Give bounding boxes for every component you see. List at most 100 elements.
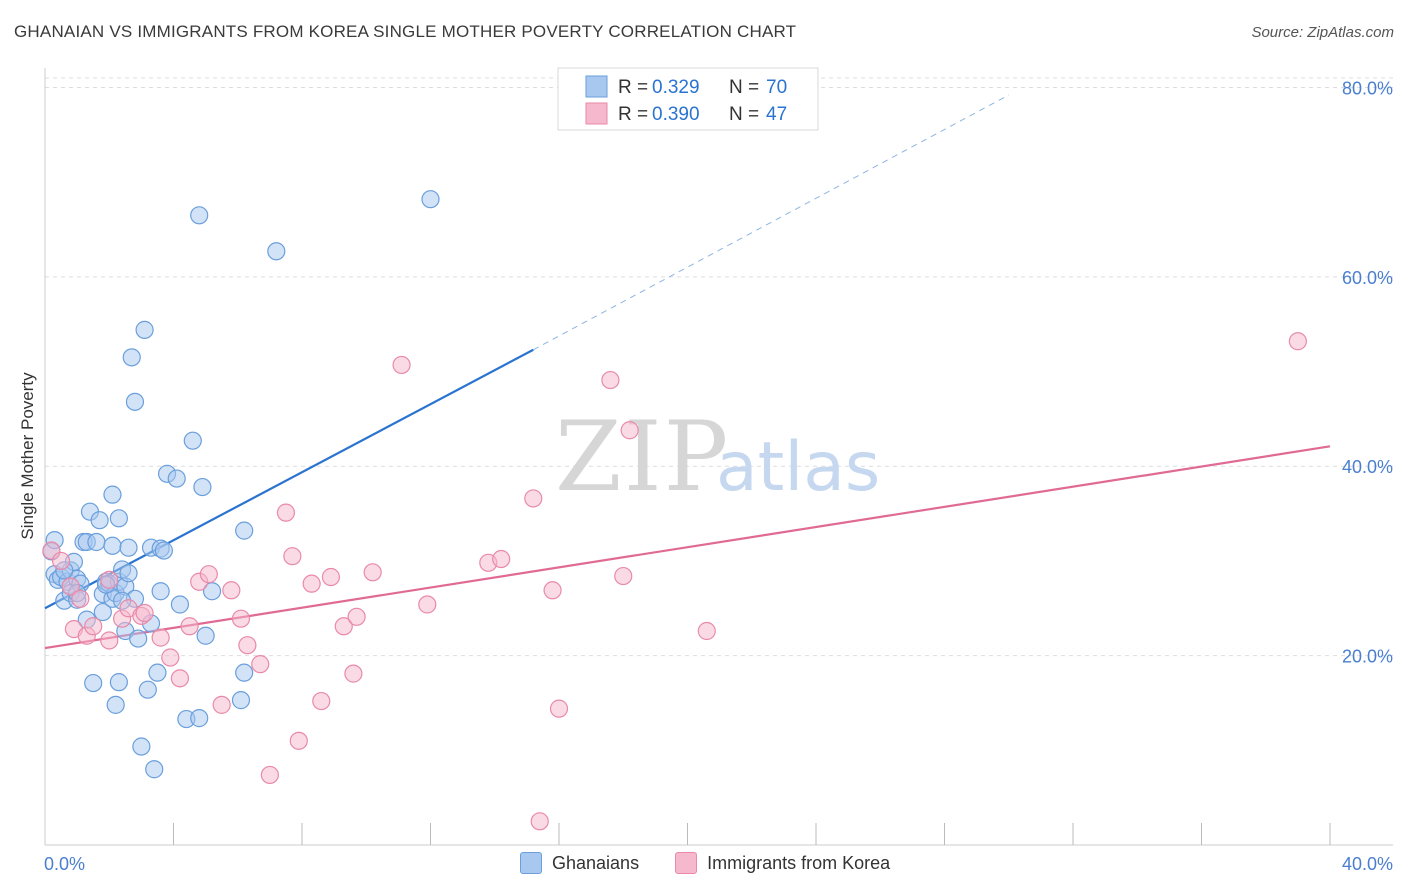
data-point-korea: [100, 570, 119, 589]
source-label: Source: ZipAtlas.com: [1251, 24, 1394, 41]
data-point-ghanaians: [87, 532, 106, 552]
trend-line-ghanaians-extrapolated: [533, 94, 1009, 351]
points-layer: [42, 190, 1307, 831]
x-tick-label-max: 40.0%: [1342, 854, 1393, 874]
watermark: ZIP atlas: [555, 401, 880, 513]
data-point-korea: [51, 551, 71, 571]
data-point-ghanaians: [267, 242, 286, 261]
data-point-ghanaians: [170, 595, 190, 614]
stats-r-value-blue: 0.329: [652, 77, 700, 98]
grid-layer: [45, 77, 1393, 657]
data-point-korea: [180, 617, 199, 636]
data-point-ghanaians: [202, 582, 222, 601]
data-point-korea: [100, 631, 119, 650]
stats-n-label-pink: N =: [729, 104, 759, 125]
data-point-ghanaians: [196, 626, 215, 645]
data-point-korea: [418, 595, 437, 614]
data-point-ghanaians: [109, 509, 128, 528]
stats-swatch-pink: [585, 102, 608, 125]
data-point-ghanaians: [129, 629, 148, 648]
data-point-korea: [276, 503, 296, 522]
legend-label-korea: Immigrants from Korea: [707, 852, 891, 873]
data-point-korea: [392, 355, 411, 375]
data-point-korea: [260, 765, 279, 785]
y-tick-label: 20.0%: [1342, 647, 1393, 667]
data-point-korea: [84, 617, 103, 636]
chart-title: GHANAIAN VS IMMIGRANTS FROM KOREA SINGLE…: [14, 22, 797, 41]
data-point-korea: [524, 489, 543, 508]
data-point-korea: [222, 581, 241, 600]
legend-swatch-blue: [520, 852, 542, 874]
axis-layer: 20.0% 40.0% 60.0% 80.0%: [44, 68, 1393, 846]
trend-line-korea: [44, 445, 1331, 650]
data-point-korea: [289, 731, 308, 750]
data-point-ghanaians: [119, 538, 138, 557]
data-point-korea: [334, 617, 353, 636]
watermark-zip: ZIP: [555, 401, 730, 513]
data-point-ghanaians: [90, 511, 109, 530]
data-point-ghanaians: [125, 392, 145, 411]
legend-label-ghanaians: Ghanaians: [552, 852, 640, 873]
data-point-ghanaians: [93, 602, 112, 622]
data-point-korea: [601, 370, 620, 390]
data-point-korea: [620, 421, 639, 440]
data-point-ghanaians: [190, 709, 209, 728]
data-point-korea: [492, 549, 511, 569]
stats-r-value-pink: 0.390: [652, 104, 700, 125]
trend-layer: [44, 94, 1331, 650]
data-point-ghanaians: [231, 691, 251, 710]
stats-n-label-blue: N =: [729, 77, 759, 98]
data-point-korea: [170, 669, 190, 688]
data-point-korea: [231, 609, 251, 628]
data-point-ghanaians: [106, 695, 125, 714]
data-point-korea: [344, 664, 363, 683]
data-point-korea: [312, 691, 331, 711]
data-point-ghanaians: [235, 663, 254, 682]
data-point-ghanaians: [138, 680, 157, 699]
data-point-ghanaians: [190, 206, 209, 225]
series-legend: Ghanaians Immigrants from Korea: [520, 852, 912, 874]
legend-item-ghanaians: Ghanaians: [520, 852, 639, 874]
data-point-ghanaians: [235, 521, 254, 540]
data-point-korea: [251, 655, 270, 674]
data-point-korea: [549, 699, 569, 718]
y-tick-label: 80.0%: [1342, 78, 1393, 98]
data-point-korea: [61, 577, 80, 596]
data-point-korea: [199, 565, 218, 584]
data-point-ghanaians: [193, 477, 212, 497]
y-tick-label: 60.0%: [1342, 268, 1393, 288]
data-point-ghanaians: [183, 431, 202, 450]
data-point-ghanaians: [148, 663, 167, 682]
data-point-korea: [321, 567, 341, 587]
data-point-ghanaians: [122, 348, 141, 367]
data-point-korea: [1288, 332, 1307, 351]
data-point-korea: [543, 581, 562, 600]
data-point-ghanaians: [84, 673, 103, 693]
data-point-korea: [347, 607, 366, 626]
data-point-korea: [151, 628, 170, 647]
data-point-ghanaians: [135, 320, 154, 339]
data-point-ghanaians: [103, 485, 122, 504]
data-point-ghanaians: [103, 536, 122, 555]
data-point-ghanaians: [145, 760, 164, 779]
legend-swatch-pink: [675, 852, 698, 874]
data-point-korea: [530, 812, 549, 831]
data-point-korea: [161, 648, 180, 667]
data-point-korea: [302, 574, 321, 593]
stats-swatch-blue: [585, 75, 608, 98]
data-point-korea: [614, 566, 633, 586]
data-point-ghanaians: [109, 673, 128, 692]
stats-r-label-blue: R =: [618, 77, 648, 98]
data-point-korea: [212, 695, 231, 714]
data-point-ghanaians: [151, 582, 170, 601]
y-axis-label: Single Mother Poverty: [18, 372, 37, 540]
data-point-korea: [238, 636, 257, 655]
data-point-ghanaians: [154, 541, 173, 560]
data-point-ghanaians: [421, 190, 440, 209]
data-point-ghanaians: [119, 564, 138, 583]
watermark-atlas: atlas: [716, 428, 880, 507]
data-point-ghanaians: [167, 469, 186, 488]
stats-legend: R = 0.329 N = 70 R = 0.390 N = 47: [557, 67, 819, 131]
data-point-korea: [283, 547, 302, 566]
